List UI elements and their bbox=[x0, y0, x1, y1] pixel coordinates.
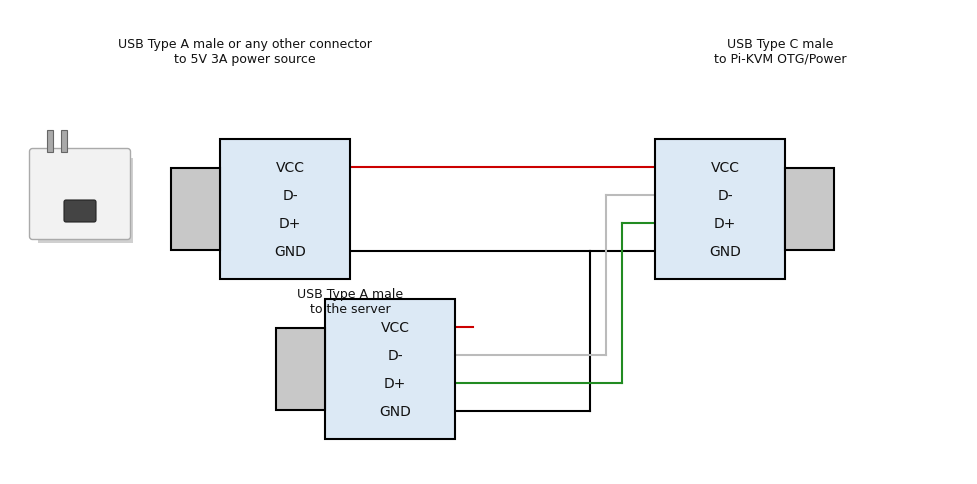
Text: USB Type A male
to the server: USB Type A male to the server bbox=[297, 287, 404, 316]
Bar bbox=[62, 130, 67, 152]
Bar bbox=[276, 329, 325, 410]
Bar bbox=[48, 130, 54, 152]
Bar bbox=[38, 158, 134, 243]
Text: GND: GND bbox=[379, 404, 411, 418]
Text: D-: D- bbox=[387, 348, 403, 362]
Bar bbox=[325, 300, 455, 439]
Text: D-: D- bbox=[717, 189, 733, 203]
Text: D+: D+ bbox=[384, 376, 406, 390]
Text: USB Type C male
to Pi-KVM OTG/Power: USB Type C male to Pi-KVM OTG/Power bbox=[714, 38, 846, 66]
Bar bbox=[785, 169, 834, 250]
Text: GND: GND bbox=[275, 244, 306, 258]
FancyBboxPatch shape bbox=[64, 200, 96, 223]
Bar bbox=[171, 169, 220, 250]
Text: D+: D+ bbox=[714, 216, 737, 230]
Text: VCC: VCC bbox=[710, 161, 740, 175]
Text: D+: D+ bbox=[278, 216, 301, 230]
Text: VCC: VCC bbox=[380, 320, 409, 334]
Bar bbox=[655, 140, 785, 279]
Text: GND: GND bbox=[709, 244, 741, 258]
Text: USB Type A male or any other connector
to 5V 3A power source: USB Type A male or any other connector t… bbox=[118, 38, 372, 66]
Text: D-: D- bbox=[282, 189, 298, 203]
FancyBboxPatch shape bbox=[29, 149, 131, 240]
Text: VCC: VCC bbox=[276, 161, 305, 175]
Bar bbox=[220, 140, 350, 279]
